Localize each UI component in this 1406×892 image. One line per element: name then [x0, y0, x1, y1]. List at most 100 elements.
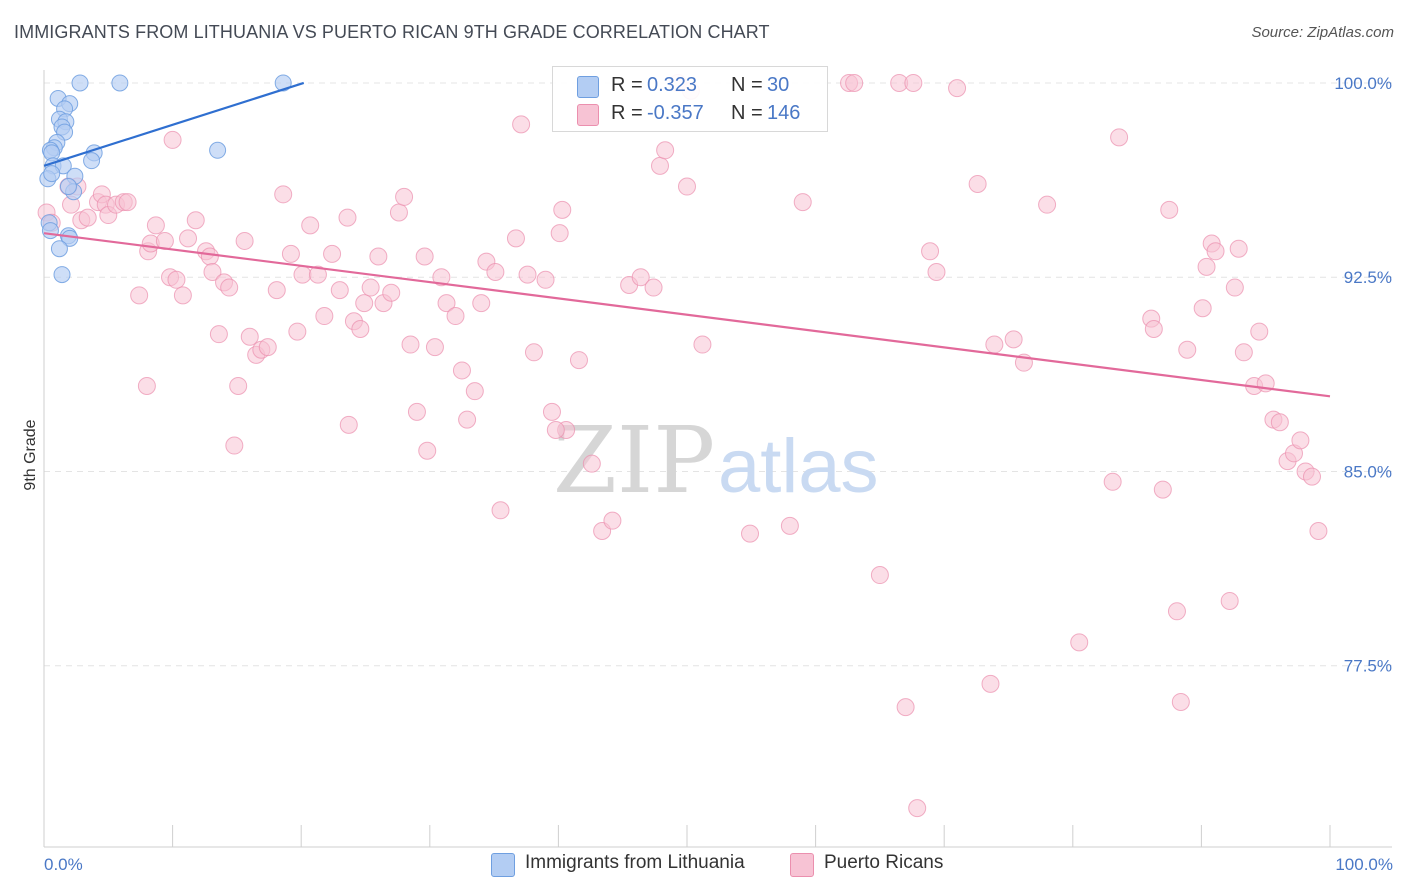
lithuania-point — [83, 152, 101, 170]
puerto-rican-point — [1004, 330, 1023, 349]
puerto-rican-point — [146, 216, 165, 235]
puerto-rican-point — [1250, 322, 1269, 341]
puerto-rican-point — [293, 265, 312, 284]
lithuania-point — [71, 74, 89, 92]
puerto-rican-point — [425, 338, 444, 357]
lithuania-point — [59, 178, 77, 196]
puerto-rican-point — [1144, 320, 1163, 338]
puerto-rican-point — [678, 177, 696, 196]
puerto-rican-point — [301, 216, 320, 235]
puerto-rican-point — [240, 327, 259, 346]
puerto-rican-point — [78, 208, 97, 227]
puerto-rican-point — [167, 270, 186, 289]
puerto-rican-point — [472, 294, 491, 313]
watermark: ZIP atlas — [553, 407, 879, 514]
lithuania-point — [274, 74, 292, 92]
puerto-rican-point — [506, 229, 525, 248]
legend-n-value: 146 — [767, 102, 801, 124]
puerto-rican-point — [369, 247, 388, 266]
lithuania-point — [50, 240, 68, 258]
lithuania-point — [41, 222, 59, 240]
puerto-rican-point — [186, 211, 205, 230]
correlation-legend: R = 0.323 N = 30 R = -0.357 N = 146 — [552, 66, 828, 132]
puerto-rican-point — [1206, 242, 1225, 261]
puerto-rican-point — [351, 320, 370, 338]
puerto-rican-point — [582, 454, 601, 473]
axes — [43, 70, 1392, 848]
puerto-rican-point — [870, 566, 889, 585]
puerto-rican-point — [173, 286, 192, 305]
puerto-rican-point — [220, 278, 239, 297]
puerto-rican-point — [225, 436, 244, 455]
puerto-rican-point — [452, 361, 471, 380]
puerto-rican-point — [908, 799, 927, 818]
puerto-rican-point — [323, 244, 342, 263]
puerto-rican-point — [1153, 480, 1172, 499]
puerto-rican-point — [1110, 128, 1129, 147]
legend-r-label: R = — [611, 102, 643, 124]
puerto-rican-point — [1178, 340, 1197, 359]
puerto-rican-point — [603, 511, 622, 530]
puerto-rican-point — [361, 278, 380, 297]
puerto-rican-point — [163, 130, 182, 149]
puerto-rican-point — [432, 268, 451, 287]
puerto-rican-point — [948, 79, 967, 98]
puerto-rican-point — [418, 441, 437, 460]
legend-n-label: N = — [731, 74, 763, 96]
x-tick-label: 0.0% — [44, 855, 83, 874]
puerto-rican-point — [1220, 591, 1239, 610]
legend-swatch-pink — [577, 104, 599, 126]
puerto-rican-point — [315, 307, 334, 326]
puerto-rican-point — [1038, 195, 1057, 214]
puerto-ricans-trend-line — [43, 232, 1331, 398]
puerto-rican-point — [355, 294, 374, 313]
legend-r-value: 0.323 — [647, 74, 698, 96]
puerto-rican-point — [1197, 257, 1216, 276]
puerto-rican-point — [1193, 299, 1212, 318]
puerto-rican-point — [179, 229, 198, 248]
puerto-rican-point — [550, 224, 569, 243]
puerto-rican-point — [338, 208, 357, 227]
puerto-rican-point — [968, 174, 987, 193]
puerto-rican-point — [389, 203, 408, 222]
puerto-rican-point — [553, 200, 572, 219]
puerto-rican-point — [741, 524, 760, 543]
puerto-rican-point — [258, 338, 277, 357]
puerto-rican-point — [203, 263, 222, 282]
puerto-rican-point — [1171, 692, 1190, 711]
legend-r-value: -0.357 — [647, 102, 704, 124]
puerto-rican-point — [118, 193, 137, 212]
puerto-rican-point — [229, 376, 248, 395]
puerto-rican-point — [780, 516, 799, 535]
puerto-rican-point — [200, 247, 219, 266]
lithuania-point — [111, 74, 129, 92]
puerto-rican-point — [650, 156, 669, 175]
y-tick-label: 85.0% — [1344, 462, 1392, 481]
puerto-rican-point — [1291, 431, 1310, 450]
lithuania-point — [209, 141, 227, 159]
puerto-rican-point — [1167, 602, 1186, 621]
puerto-rican-point — [465, 382, 484, 401]
puerto-rican-point — [437, 294, 456, 313]
trend-lines — [43, 81, 1331, 398]
puerto-rican-point — [542, 402, 561, 421]
legend-swatch-blue — [577, 76, 599, 98]
puerto-rican-point — [486, 263, 505, 282]
puerto-rican-point — [209, 325, 228, 344]
puerto-rican-point — [1302, 467, 1321, 486]
puerto-rican-point — [546, 421, 565, 440]
puerto-rican-point — [896, 698, 915, 717]
puerto-rican-point — [981, 674, 1000, 693]
puerto-rican-point — [330, 281, 349, 300]
puerto-rican-point — [644, 278, 663, 297]
puerto-rican-point — [512, 115, 531, 134]
puerto-rican-point — [1309, 522, 1328, 541]
y-tick-label: 100.0% — [1334, 74, 1392, 93]
grid — [44, 82, 1392, 667]
puerto-rican-point — [130, 286, 149, 305]
puerto-rican-point — [921, 242, 940, 261]
watermark-zip: ZIP — [553, 407, 715, 514]
legend-r-label: R = — [611, 74, 643, 96]
tick-labels: 100.0% 92.5% 85.0% 77.5% 0.0% 100.0% — [44, 74, 1393, 874]
puerto-rican-point — [793, 193, 812, 212]
